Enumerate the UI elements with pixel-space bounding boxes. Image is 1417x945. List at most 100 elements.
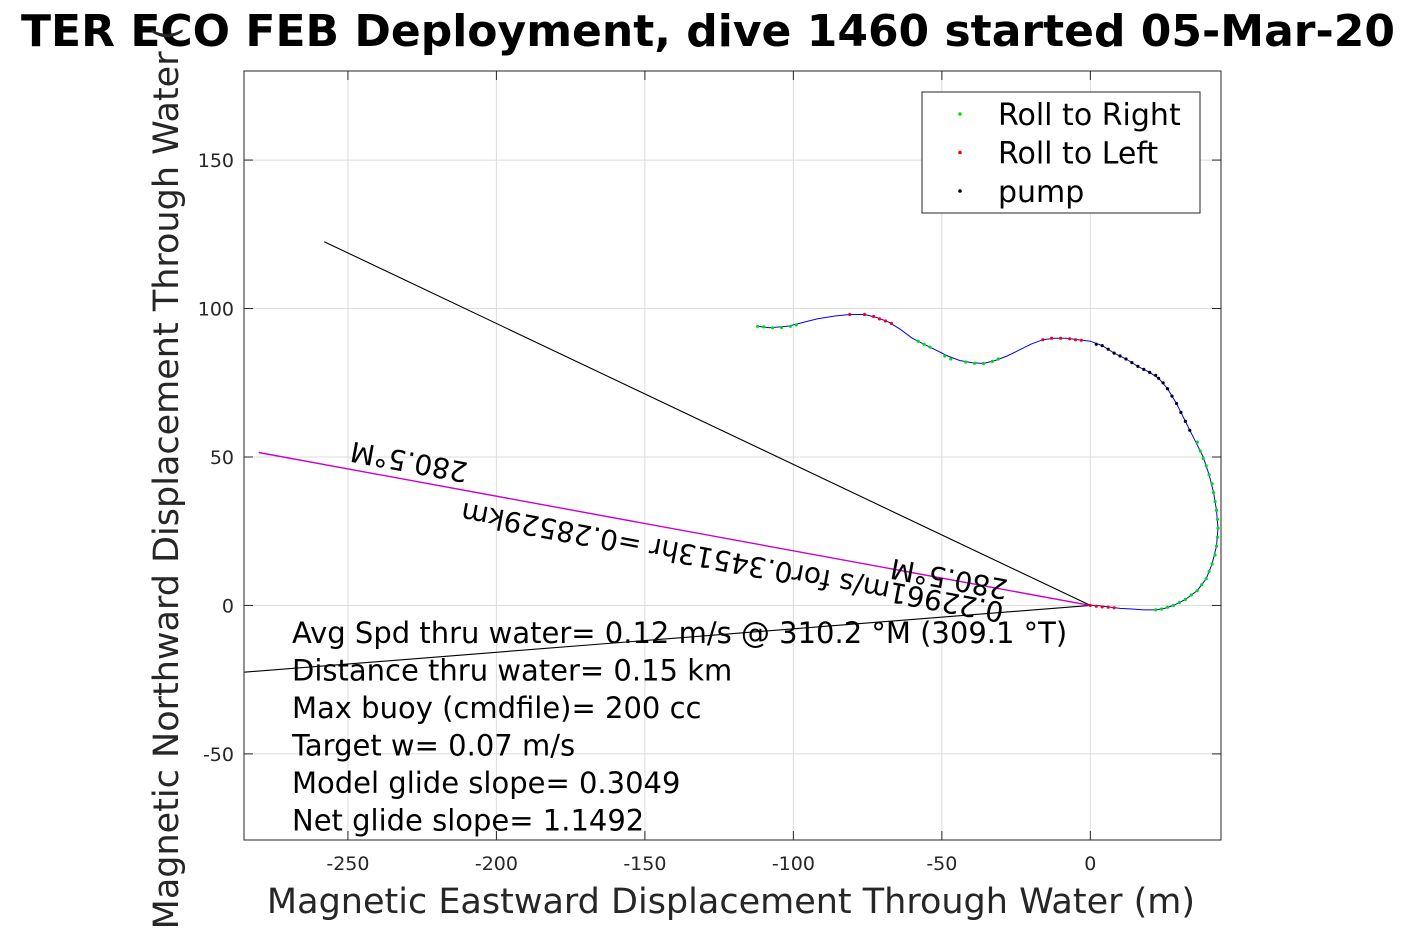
pump-point — [1170, 394, 1174, 398]
roll-to-right-point — [981, 361, 986, 366]
pump-point — [1130, 361, 1134, 365]
stat-line: Target w= 0.07 m/s — [291, 729, 575, 763]
legend-label: Roll to Left — [998, 137, 1158, 172]
roll-to-right-point — [1189, 593, 1193, 597]
roll-to-right-point — [1171, 603, 1176, 608]
roll-to-left-point — [1112, 606, 1116, 610]
roll-to-right-point — [1177, 600, 1181, 605]
roll-to-right-point — [972, 361, 977, 365]
roll-to-right-point — [1214, 544, 1219, 548]
tick-marks — [244, 71, 1221, 840]
roll-to-left-point — [1068, 337, 1072, 341]
pump-point — [1106, 347, 1110, 351]
dive-stats: Avg Spd thru water= 0.12 m/s @ 310.2 °M … — [291, 616, 1067, 838]
roll-to-left-point — [877, 317, 882, 321]
heading-line — [258, 451, 1091, 607]
roll-to-right-point — [996, 357, 1000, 361]
chart-title: TER ECO FEB Deployment, dive 1460 starte… — [21, 6, 1395, 57]
x-tick-label: 0 — [1084, 853, 1096, 875]
roll-to-right-point — [1215, 535, 1219, 539]
pump-point — [1142, 367, 1146, 371]
legend-box — [921, 91, 1201, 214]
roll-to-right-point — [1201, 456, 1205, 461]
pump-point — [1179, 410, 1183, 414]
roll-to-right-point — [1204, 464, 1208, 468]
pump-point — [1124, 357, 1128, 361]
x-tick-label: -200 — [475, 853, 518, 875]
roll-to-right-point — [922, 342, 926, 346]
roll-to-right-point — [1160, 607, 1164, 611]
pump-point — [1154, 373, 1158, 377]
roll-to-left-point — [1059, 336, 1063, 340]
roll-to-left-point — [1106, 605, 1110, 609]
roll-to-left-point — [1073, 338, 1078, 342]
legend-marker — [958, 189, 962, 193]
roll-to-right-point — [1215, 517, 1219, 521]
pump-point — [1136, 364, 1140, 368]
roll-to-left-point — [1094, 604, 1098, 608]
roll-to-right-point — [964, 360, 968, 364]
roll-to-right-point — [788, 324, 793, 328]
roll-to-right-point — [794, 323, 798, 327]
y-tick-labels: -50 0 50 100 150 — [198, 150, 234, 766]
roll-to-right-point — [1154, 608, 1158, 612]
plot-frame — [243, 70, 1222, 841]
roll-to-right-point — [1213, 553, 1217, 557]
roll-to-right-point — [1210, 482, 1214, 486]
reference-line-upper — [323, 241, 1091, 606]
roll-to-right-point — [1210, 562, 1214, 566]
pump-point — [1148, 370, 1152, 374]
roll-to-right-point — [771, 326, 775, 330]
roll-points — [756, 312, 1220, 612]
y-tick-label: 150 — [198, 150, 234, 172]
y-tick-label: -50 — [203, 744, 234, 766]
stat-line: Model glide slope= 0.3049 — [292, 766, 680, 800]
legend-label: Roll to Right — [998, 98, 1181, 133]
roll-to-right-point — [1212, 491, 1216, 495]
pump-point — [1174, 401, 1179, 406]
roll-to-right-point — [1207, 473, 1211, 477]
roll-to-right-point — [990, 359, 994, 363]
reference-lines — [244, 241, 1091, 673]
roll-to-right-point — [1200, 583, 1204, 587]
legend-marker — [958, 150, 962, 155]
x-axis-label: Magnetic Eastward Displacement Through W… — [267, 882, 1195, 922]
pump-point — [1183, 419, 1187, 423]
roll-to-left-point — [872, 314, 876, 319]
y-axis-label: Magnetic Northward Displacement Through … — [147, 27, 187, 930]
roll-to-right-point — [949, 357, 953, 361]
pump-point — [1161, 381, 1165, 385]
roll-to-left-point — [1088, 603, 1092, 608]
roll-to-left-point — [863, 312, 867, 317]
roll-to-right-point — [1183, 597, 1187, 602]
roll-to-right-point — [1216, 526, 1220, 530]
pump-point — [1165, 387, 1170, 391]
roll-to-right-point — [1213, 499, 1217, 504]
roll-to-right-point — [1195, 589, 1199, 593]
pump-point — [1112, 351, 1116, 355]
roll-to-left-point — [1041, 338, 1045, 342]
roll-to-left-point — [1079, 338, 1083, 342]
pump-point — [1100, 344, 1104, 348]
roll-to-right-point — [1195, 440, 1199, 444]
roll-to-right-point — [928, 345, 932, 349]
roll-to-right-point — [756, 324, 760, 328]
roll-to-right-point — [779, 325, 784, 330]
x-tick-labels: -250 -200 -150 -100 -50 0 — [326, 853, 1096, 875]
roll-to-right-point — [1165, 605, 1170, 609]
legend-label: pump — [998, 175, 1084, 210]
roll-to-left-point — [889, 321, 894, 325]
roll-to-left-point — [848, 312, 852, 317]
roll-to-left-point — [1100, 605, 1104, 609]
roll-to-right-point — [1214, 508, 1219, 512]
x-tick-label: -100 — [772, 853, 815, 875]
roll-to-right-point — [1198, 449, 1202, 453]
pump-point — [1118, 354, 1122, 358]
roll-to-left-point — [1050, 336, 1054, 340]
pump-point — [1188, 428, 1192, 432]
x-tick-label: -50 — [926, 853, 957, 875]
reference-line-lower — [244, 604, 1091, 673]
x-tick-label: -250 — [326, 853, 369, 875]
